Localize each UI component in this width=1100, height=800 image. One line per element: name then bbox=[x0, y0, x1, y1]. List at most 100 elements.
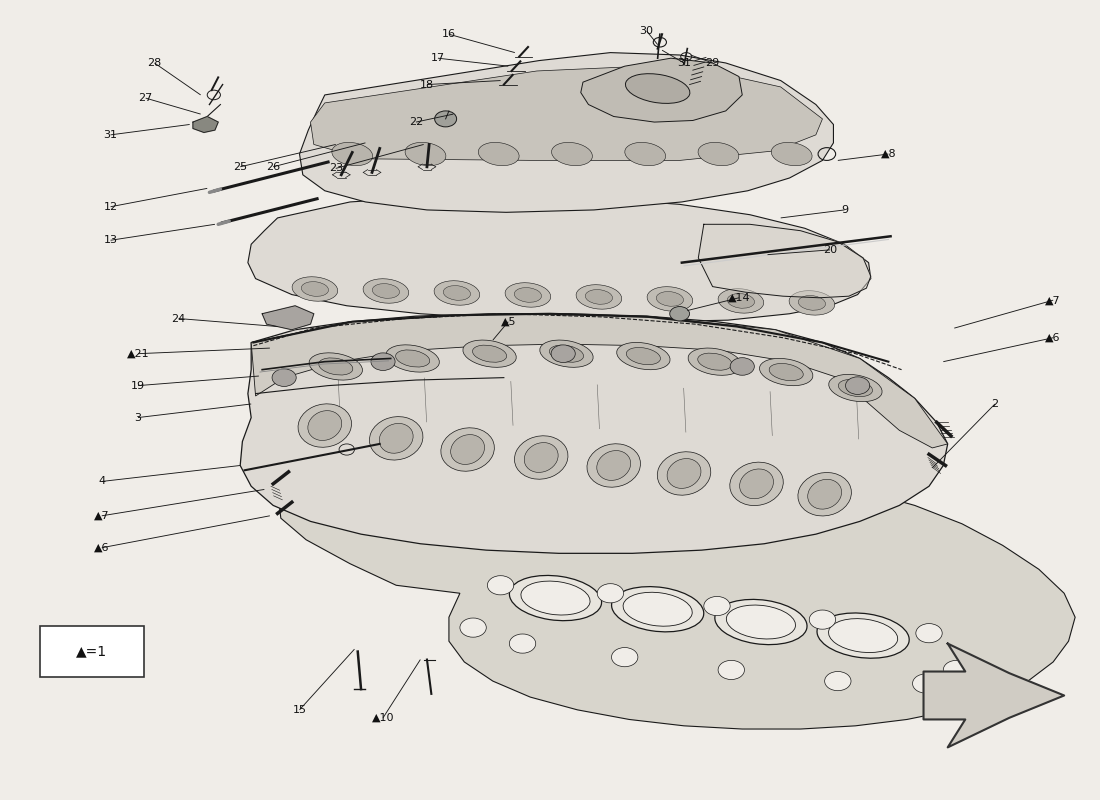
Circle shape bbox=[916, 624, 943, 642]
Ellipse shape bbox=[396, 350, 430, 367]
Ellipse shape bbox=[807, 479, 842, 509]
Text: 26: 26 bbox=[266, 162, 280, 172]
Circle shape bbox=[718, 660, 745, 679]
Ellipse shape bbox=[308, 410, 342, 441]
Circle shape bbox=[846, 377, 870, 394]
Polygon shape bbox=[248, 196, 871, 322]
Circle shape bbox=[825, 671, 851, 690]
Polygon shape bbox=[251, 314, 948, 448]
Circle shape bbox=[487, 576, 514, 595]
Ellipse shape bbox=[739, 469, 773, 498]
Ellipse shape bbox=[451, 434, 485, 465]
Ellipse shape bbox=[319, 358, 353, 375]
Circle shape bbox=[551, 345, 575, 362]
Ellipse shape bbox=[759, 358, 813, 386]
Ellipse shape bbox=[689, 348, 741, 375]
Ellipse shape bbox=[515, 288, 541, 302]
FancyBboxPatch shape bbox=[41, 626, 143, 677]
Ellipse shape bbox=[309, 353, 363, 380]
Text: 20: 20 bbox=[823, 245, 837, 255]
Text: ▲10: ▲10 bbox=[372, 713, 394, 723]
Text: ▲6: ▲6 bbox=[94, 542, 110, 553]
Text: 23: 23 bbox=[329, 163, 343, 174]
Ellipse shape bbox=[817, 613, 910, 658]
Polygon shape bbox=[924, 643, 1064, 747]
Polygon shape bbox=[698, 224, 871, 298]
Ellipse shape bbox=[293, 277, 338, 302]
Ellipse shape bbox=[434, 281, 480, 305]
Ellipse shape bbox=[789, 290, 835, 315]
Ellipse shape bbox=[697, 353, 732, 370]
Circle shape bbox=[434, 111, 456, 127]
Ellipse shape bbox=[525, 442, 558, 472]
Text: 17: 17 bbox=[431, 53, 446, 63]
Ellipse shape bbox=[727, 294, 755, 308]
Ellipse shape bbox=[521, 581, 590, 615]
Ellipse shape bbox=[551, 142, 593, 166]
Text: ▲21: ▲21 bbox=[126, 349, 150, 358]
Ellipse shape bbox=[505, 282, 551, 307]
Text: 3: 3 bbox=[134, 413, 142, 422]
Polygon shape bbox=[581, 58, 743, 122]
Circle shape bbox=[460, 618, 486, 637]
Polygon shape bbox=[299, 53, 834, 212]
Text: ▲8: ▲8 bbox=[881, 149, 896, 159]
Text: 4: 4 bbox=[98, 477, 106, 486]
Circle shape bbox=[612, 647, 638, 666]
Ellipse shape bbox=[769, 363, 803, 381]
Ellipse shape bbox=[625, 142, 666, 166]
Ellipse shape bbox=[798, 473, 851, 516]
Text: 30: 30 bbox=[640, 26, 653, 36]
Ellipse shape bbox=[617, 342, 670, 370]
Text: 24: 24 bbox=[172, 314, 186, 323]
Text: 2: 2 bbox=[991, 399, 999, 409]
Ellipse shape bbox=[626, 74, 690, 103]
Ellipse shape bbox=[509, 575, 602, 621]
Ellipse shape bbox=[626, 347, 660, 365]
Ellipse shape bbox=[771, 142, 812, 166]
Ellipse shape bbox=[540, 340, 593, 367]
Circle shape bbox=[670, 306, 690, 321]
Ellipse shape bbox=[405, 142, 446, 166]
Text: 29: 29 bbox=[705, 58, 719, 68]
Circle shape bbox=[913, 674, 939, 693]
Text: 28: 28 bbox=[147, 58, 162, 68]
Ellipse shape bbox=[799, 295, 825, 310]
Ellipse shape bbox=[667, 458, 701, 488]
Ellipse shape bbox=[370, 417, 424, 460]
Text: 13: 13 bbox=[103, 235, 118, 246]
Ellipse shape bbox=[729, 462, 783, 506]
Text: ▲14: ▲14 bbox=[727, 293, 750, 302]
Ellipse shape bbox=[443, 286, 471, 300]
Ellipse shape bbox=[698, 142, 739, 166]
Ellipse shape bbox=[386, 345, 439, 372]
Circle shape bbox=[597, 584, 624, 603]
Ellipse shape bbox=[828, 618, 898, 653]
Ellipse shape bbox=[828, 374, 882, 402]
Text: ▲7: ▲7 bbox=[94, 510, 110, 521]
Ellipse shape bbox=[441, 428, 494, 471]
Ellipse shape bbox=[473, 345, 507, 362]
Ellipse shape bbox=[332, 142, 373, 166]
Text: ▲6: ▲6 bbox=[1045, 333, 1060, 342]
Ellipse shape bbox=[478, 142, 519, 166]
Polygon shape bbox=[240, 314, 948, 554]
Ellipse shape bbox=[576, 285, 621, 309]
Text: 27: 27 bbox=[139, 93, 153, 103]
Ellipse shape bbox=[658, 452, 711, 495]
Ellipse shape bbox=[372, 284, 399, 298]
Ellipse shape bbox=[838, 379, 872, 397]
Circle shape bbox=[810, 610, 836, 630]
Text: 25: 25 bbox=[233, 162, 248, 172]
Ellipse shape bbox=[647, 286, 693, 311]
Circle shape bbox=[509, 634, 536, 653]
Ellipse shape bbox=[298, 404, 352, 447]
Circle shape bbox=[944, 660, 970, 679]
Text: 9: 9 bbox=[840, 205, 848, 215]
Ellipse shape bbox=[379, 423, 414, 454]
Ellipse shape bbox=[726, 605, 795, 639]
Text: 16: 16 bbox=[442, 30, 455, 39]
Text: 31: 31 bbox=[103, 130, 118, 140]
Polygon shape bbox=[277, 464, 1075, 729]
Polygon shape bbox=[192, 117, 218, 133]
